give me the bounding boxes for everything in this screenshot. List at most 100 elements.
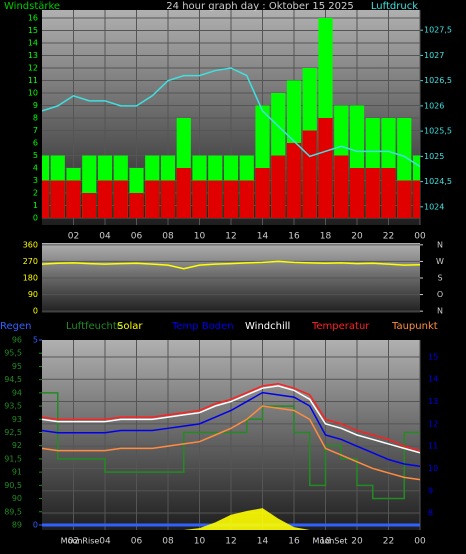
- legend-label: Windchill: [245, 321, 290, 332]
- y2-tick-label: N: [437, 307, 443, 316]
- x-tick-label: 14: [257, 232, 269, 242]
- y2-tick-label: 91: [12, 468, 22, 477]
- y2-tick-label: 89: [12, 520, 22, 529]
- y2-tick-label: 95: [12, 362, 22, 371]
- y-tick-label: 14: [428, 375, 438, 384]
- plot-series: [42, 382, 420, 530]
- y2-tick-label: 1026,5: [424, 76, 452, 85]
- x-tick-label: 06: [131, 232, 143, 242]
- bar: [192, 180, 207, 218]
- bar: [208, 180, 223, 218]
- x-tick-label: 20: [351, 232, 363, 242]
- plot-series: [42, 260, 420, 270]
- y2-tick-label: 1025,5: [424, 127, 452, 136]
- y2-tick-label: 1024,5: [424, 177, 452, 186]
- y2-tick-label: W: [436, 257, 444, 266]
- bar: [381, 168, 396, 218]
- y-tick-label: 3: [33, 176, 38, 185]
- y2-tick-label: 93: [12, 415, 22, 424]
- line: [42, 260, 420, 270]
- y2-tick-label: 1026: [424, 101, 444, 110]
- bar: [223, 180, 239, 218]
- y-tick-label: 15: [428, 352, 438, 361]
- bar: [318, 118, 333, 218]
- legend-label: Regen: [0, 321, 32, 332]
- y2-tick-label: 94: [12, 388, 22, 397]
- bar: [113, 180, 128, 218]
- x-tick-label: 20: [351, 537, 363, 547]
- y-axis-label: Windstärke: [4, 1, 60, 12]
- bar: [50, 180, 65, 218]
- bar: [145, 180, 160, 218]
- bar: [334, 155, 349, 218]
- y2-tick-label: N: [437, 240, 443, 249]
- bar: [349, 168, 365, 218]
- y2-tick-label: S: [437, 274, 442, 283]
- area: [42, 508, 420, 530]
- y2-tick-label: 1027: [424, 51, 444, 60]
- y2-tick-label: 95,5: [4, 349, 22, 358]
- line: [42, 405, 420, 481]
- y-tick-label: 90: [28, 290, 38, 299]
- y2-tick-label: 1024: [424, 202, 444, 211]
- x-tick-label: 04: [99, 232, 111, 242]
- bar: [176, 168, 191, 218]
- x-tick-label: 10: [194, 232, 206, 242]
- y2-tick-label: 94,5: [4, 375, 22, 384]
- bar: [239, 180, 254, 218]
- bar: [82, 193, 97, 218]
- y-tick-label: 11: [28, 76, 38, 85]
- x-tick-label: 00: [414, 232, 426, 242]
- x-tick-label: 18: [320, 232, 332, 242]
- bar: [365, 168, 380, 218]
- legend-label: Taupunkt: [391, 321, 438, 332]
- y-tick-label: 8: [33, 114, 38, 123]
- chart-title: 24 hour graph day : Oktober 15 2025: [166, 1, 353, 12]
- bar: [286, 143, 302, 218]
- y2-tick-label: 89,5: [4, 507, 22, 516]
- x-tick-label: 00: [414, 537, 426, 547]
- x-tick-label: 16: [288, 232, 300, 242]
- bar: [97, 180, 113, 218]
- x-tick-label: 22: [383, 537, 394, 547]
- x-tick-label: 08: [162, 232, 174, 242]
- y-tick-label: 7: [33, 126, 38, 135]
- y-tick-label: 10: [28, 89, 38, 98]
- y2-tick-label: 1027,5: [424, 26, 452, 35]
- x-tick-label: 02: [68, 537, 79, 547]
- y2-tick-label: 96: [12, 336, 22, 345]
- bar: [397, 180, 412, 218]
- y-tick-label: 5: [33, 151, 38, 160]
- y-tick-label: 11: [428, 442, 438, 451]
- y2-tick-label: O: [437, 290, 443, 299]
- annotation: MoonSet: [313, 537, 348, 546]
- bar: [412, 180, 420, 218]
- x-tick-label: 08: [162, 537, 174, 547]
- y-tick-label: 360: [23, 240, 38, 249]
- bar: [42, 180, 50, 218]
- bar: [129, 193, 144, 218]
- y3-tick-label: 5: [33, 336, 38, 345]
- y-tick-label: 16: [28, 14, 38, 23]
- line: [42, 391, 420, 467]
- y-tick-label: 4: [33, 164, 38, 173]
- y-tick-label: 13: [28, 51, 38, 60]
- annotation: MoonRise: [61, 537, 100, 546]
- y-tick-label: 14: [28, 39, 38, 48]
- bar: [255, 168, 270, 218]
- y-tick-label: 6: [33, 139, 38, 148]
- y3-tick-label: 0: [33, 521, 38, 530]
- y-tick-label: 10: [428, 464, 438, 473]
- y-tick-label: 9: [428, 486, 433, 495]
- bar: [302, 130, 317, 218]
- y2-tick-label: 1025: [424, 152, 444, 161]
- x-tick-label: 02: [68, 232, 79, 242]
- y-tick-label: 13: [428, 397, 438, 406]
- x-tick-label: 04: [99, 537, 111, 547]
- x-tick-label: 10: [194, 537, 206, 547]
- y-tick-label: 180: [23, 274, 38, 283]
- y-tick-label: 15: [28, 26, 38, 35]
- legend-label: Temp Boden: [171, 321, 234, 332]
- x-tick-label: 12: [225, 537, 236, 547]
